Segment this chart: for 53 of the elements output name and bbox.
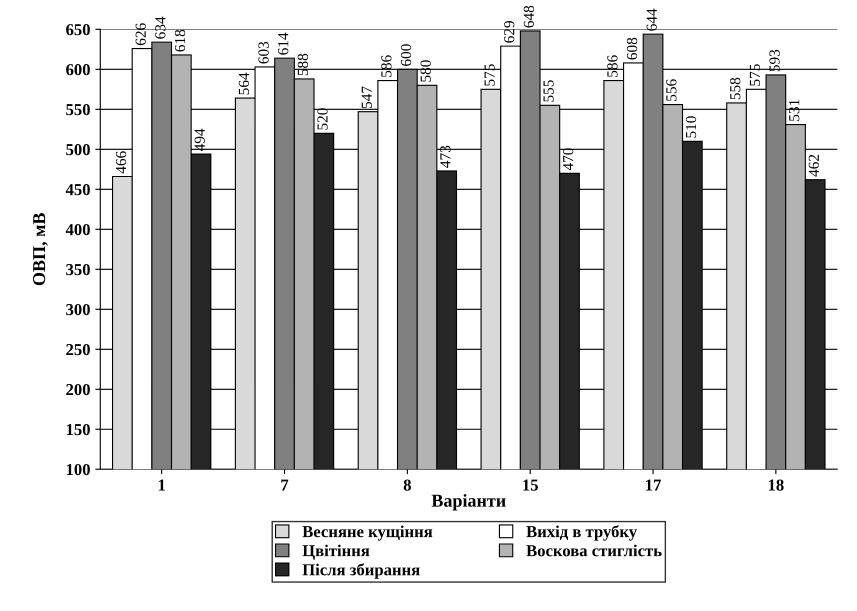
- y-tick-label: 350: [66, 264, 90, 276]
- data-label: 600: [400, 44, 412, 66]
- legend-label: Цвітіння: [302, 544, 370, 560]
- x-tick-label: 17: [646, 480, 661, 491]
- data-label: 564: [238, 72, 250, 94]
- data-label: 603: [258, 42, 269, 64]
- data-label: 494: [194, 128, 205, 152]
- x-tick-label: 15: [523, 480, 538, 491]
- data-label: 462: [808, 154, 820, 177]
- y-tick-label: 250: [66, 344, 90, 356]
- y-tick-label: 450: [66, 184, 90, 196]
- data-label: 558: [730, 78, 740, 100]
- y-tick-label: 200: [66, 384, 90, 396]
- data-label: 473: [440, 146, 450, 168]
- data-label: 626: [136, 23, 146, 46]
- data-label: 618: [174, 30, 186, 52]
- data-label: 510: [686, 116, 696, 138]
- data-label: 634: [155, 16, 166, 39]
- data-label: 580: [420, 60, 431, 82]
- data-label: 648: [524, 6, 534, 28]
- legend-label: Вихід в трубку: [526, 525, 637, 541]
- y-tick-label: 500: [66, 144, 90, 156]
- data-label: 586: [381, 55, 392, 77]
- x-tick-label: 1: [158, 480, 165, 491]
- data-label: 547: [362, 86, 372, 108]
- data-label: 593: [769, 50, 780, 72]
- data-label: 614: [278, 32, 288, 55]
- data-label: 556: [666, 79, 677, 101]
- x-tick-label: 7: [281, 480, 288, 491]
- data-label: 466: [116, 151, 126, 174]
- data-label: 531: [789, 100, 800, 121]
- y-tick-label: 400: [66, 224, 90, 236]
- y-tick-label: 300: [66, 304, 90, 316]
- x-axis-title: Варіанти: [432, 494, 506, 510]
- data-label: 555: [544, 80, 554, 102]
- y-tick-label: 600: [66, 64, 90, 76]
- legend-label: Весняне кущіння: [302, 526, 432, 541]
- y-tick-label: 100: [66, 464, 90, 476]
- legend-label: Воскова стиглість: [526, 544, 662, 556]
- y-tick-label: 650: [66, 24, 90, 36]
- data-label: 586: [607, 55, 618, 77]
- y-tick-label: 150: [66, 424, 90, 436]
- data-label: 588: [298, 54, 308, 76]
- data-label: 575: [484, 64, 495, 86]
- data-label: 575: [750, 64, 760, 86]
- x-tick-label: 8: [404, 479, 411, 491]
- x-tick-label: 18: [768, 479, 784, 491]
- y-tick-label: 550: [66, 104, 90, 116]
- legend-label: Після збирання: [302, 563, 420, 579]
- data-label: 644: [646, 8, 657, 31]
- y-axis-title: ОВП, мВ: [33, 213, 48, 286]
- data-label: 608: [626, 38, 638, 60]
- data-label: 629: [504, 21, 514, 43]
